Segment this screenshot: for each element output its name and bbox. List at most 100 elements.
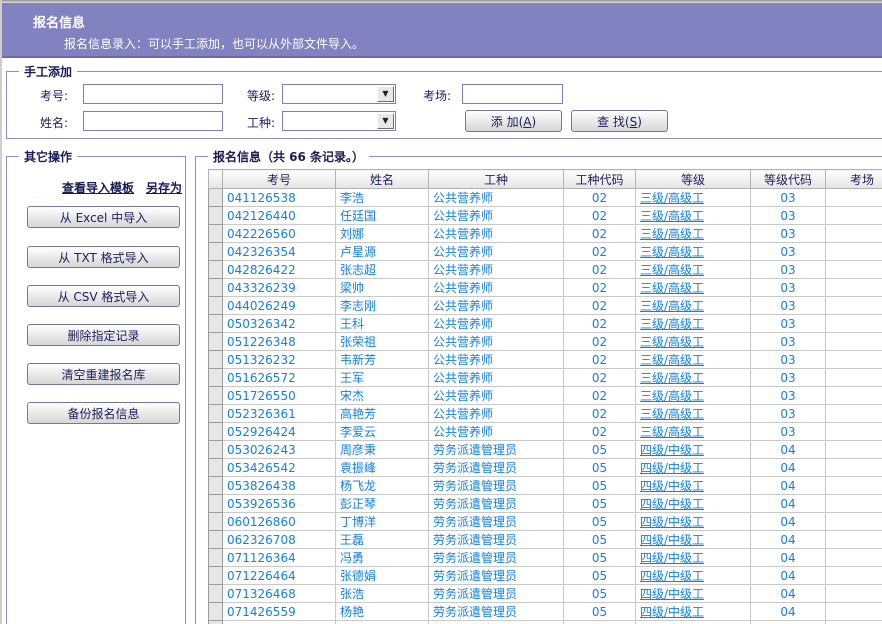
row-selector-cell[interactable]: [208, 386, 223, 405]
cell-name[interactable]: 周彦秉: [335, 440, 429, 459]
cell-job[interactable]: 公共营养师: [428, 224, 564, 243]
cell-room[interactable]: [825, 602, 882, 621]
cell-level-code[interactable]: 03: [750, 350, 826, 369]
cell-exam-no[interactable]: 051726550: [222, 386, 336, 405]
table-row[interactable]: 071326468 张浩 劳务派遣管理员 05 四级/中级工 04: [208, 584, 882, 603]
cell-level[interactable]: 三级/高级工: [635, 404, 751, 423]
cell-room[interactable]: [825, 296, 882, 315]
job-select-arrow-icon[interactable]: ▼: [377, 113, 394, 129]
import-csv-button[interactable]: 从 CSV 格式导入: [27, 285, 180, 307]
cell-name[interactable]: 杨艳: [335, 602, 429, 621]
cell-job[interactable]: 公共营养师: [428, 404, 564, 423]
cell-level-code[interactable]: 04: [750, 494, 826, 513]
cell-level-code[interactable]: 03: [750, 224, 826, 243]
cell-name[interactable]: 彭正琴: [335, 494, 429, 513]
search-button[interactable]: 查 找(S): [571, 110, 668, 132]
cell-room[interactable]: [825, 530, 882, 549]
rebuild-db-button[interactable]: 清空重建报名库: [27, 363, 180, 385]
cell-level[interactable]: 三级/高级工: [635, 260, 751, 279]
cell-job[interactable]: 公共营养师: [428, 278, 564, 297]
cell-exam-no[interactable]: 053426542: [222, 458, 336, 477]
table-row[interactable]: 043326239 梁帅 公共营养师 02 三级/高级工 03: [208, 278, 882, 297]
cell-room[interactable]: [825, 566, 882, 585]
cell-level-code[interactable]: 03: [750, 260, 826, 279]
cell-job[interactable]: 劳务派遣管理员: [428, 476, 564, 495]
cell-level[interactable]: 三级/高级工: [635, 422, 751, 441]
cell-exam-no[interactable]: 051226348: [222, 332, 336, 351]
cell-room[interactable]: [825, 314, 882, 333]
cell-name[interactable]: 宋杰: [335, 386, 429, 405]
cell-level[interactable]: 三级/高级工: [635, 296, 751, 315]
cell-name[interactable]: 王科: [335, 314, 429, 333]
table-row[interactable]: 060126860 丁博洋 劳务派遣管理员 05 四级/中级工 04: [208, 512, 882, 531]
delete-records-button[interactable]: 删除指定记录: [27, 324, 180, 346]
cell-name[interactable]: 张荣祖: [335, 332, 429, 351]
cell-room[interactable]: [825, 584, 882, 603]
cell-exam-no[interactable]: 053026243: [222, 440, 336, 459]
cell-name[interactable]: 张某: [335, 620, 429, 624]
cell-room[interactable]: [825, 548, 882, 567]
cell-job-code[interactable]: 05: [563, 602, 636, 621]
cell-room[interactable]: [825, 458, 882, 477]
cell-job-code[interactable]: 02: [563, 206, 636, 225]
cell-exam-no[interactable]: 051326232: [222, 350, 336, 369]
cell-name[interactable]: 李浩: [335, 188, 429, 207]
table-row[interactable]: 071526533 张某 劳务派遣管理员 05 四级/中级工 04: [208, 620, 882, 624]
cell-level-code[interactable]: 04: [750, 566, 826, 585]
table-row[interactable]: 050326342 王科 公共营养师 02 三级/高级工 03: [208, 314, 882, 333]
cell-level-code[interactable]: 03: [750, 386, 826, 405]
cell-job-code[interactable]: 02: [563, 296, 636, 315]
cell-exam-no[interactable]: 043326239: [222, 278, 336, 297]
cell-room[interactable]: [825, 368, 882, 387]
cell-level[interactable]: 四级/中级工: [635, 458, 751, 477]
cell-job-code[interactable]: 05: [563, 458, 636, 477]
cell-level-code[interactable]: 03: [750, 296, 826, 315]
cell-job[interactable]: 劳务派遣管理员: [428, 530, 564, 549]
cell-level-code[interactable]: 03: [750, 242, 826, 261]
cell-exam-no[interactable]: 052326361: [222, 404, 336, 423]
cell-job-code[interactable]: 05: [563, 548, 636, 567]
row-selector-cell[interactable]: [208, 224, 223, 243]
cell-exam-no[interactable]: 071126364: [222, 548, 336, 567]
row-selector-cell[interactable]: [208, 350, 223, 369]
row-selector-cell[interactable]: [208, 278, 223, 297]
cell-job-code[interactable]: 02: [563, 242, 636, 261]
cell-level[interactable]: 四级/中级工: [635, 566, 751, 585]
cell-room[interactable]: [825, 350, 882, 369]
cell-job-code[interactable]: 02: [563, 350, 636, 369]
cell-job-code[interactable]: 02: [563, 404, 636, 423]
cell-room[interactable]: [825, 206, 882, 225]
cell-job[interactable]: 公共营养师: [428, 422, 564, 441]
cell-job-code[interactable]: 05: [563, 440, 636, 459]
view-import-template-link[interactable]: 查看导入模板: [61, 181, 134, 195]
cell-job[interactable]: 公共营养师: [428, 368, 564, 387]
row-selector-cell[interactable]: [208, 458, 223, 477]
cell-job-code[interactable]: 05: [563, 512, 636, 531]
table-row[interactable]: 042826422 张志超 公共营养师 02 三级/高级工 03: [208, 260, 882, 279]
name-input[interactable]: [83, 111, 223, 131]
table-row[interactable]: 053926536 彭正琴 劳务派遣管理员 05 四级/中级工 04: [208, 494, 882, 513]
row-selector-cell[interactable]: [208, 530, 223, 549]
row-selector-cell[interactable]: [208, 584, 223, 603]
cell-exam-no[interactable]: 044026249: [222, 296, 336, 315]
cell-level[interactable]: 三级/高级工: [635, 278, 751, 297]
cell-level[interactable]: 四级/中级工: [635, 440, 751, 459]
cell-room[interactable]: [825, 278, 882, 297]
cell-level[interactable]: 四级/中级工: [635, 530, 751, 549]
table-row[interactable]: 051626572 王军 公共营养师 02 三级/高级工 03: [208, 368, 882, 387]
row-selector-cell[interactable]: [208, 242, 223, 261]
cell-job-code[interactable]: 05: [563, 584, 636, 603]
cell-job-code[interactable]: 05: [563, 476, 636, 495]
cell-job[interactable]: 公共营养师: [428, 188, 564, 207]
cell-level[interactable]: 四级/中级工: [635, 620, 751, 624]
cell-level[interactable]: 四级/中级工: [635, 494, 751, 513]
cell-exam-no[interactable]: 052926424: [222, 422, 336, 441]
cell-exam-no[interactable]: 071326468: [222, 584, 336, 603]
row-selector-cell[interactable]: [208, 548, 223, 567]
room-input[interactable]: [462, 84, 563, 104]
cell-level[interactable]: 三级/高级工: [635, 224, 751, 243]
cell-level-code[interactable]: 04: [750, 602, 826, 621]
cell-job[interactable]: 公共营养师: [428, 206, 564, 225]
table-row[interactable]: 053026243 周彦秉 劳务派遣管理员 05 四级/中级工 04: [208, 440, 882, 459]
cell-name[interactable]: 王磊: [335, 530, 429, 549]
